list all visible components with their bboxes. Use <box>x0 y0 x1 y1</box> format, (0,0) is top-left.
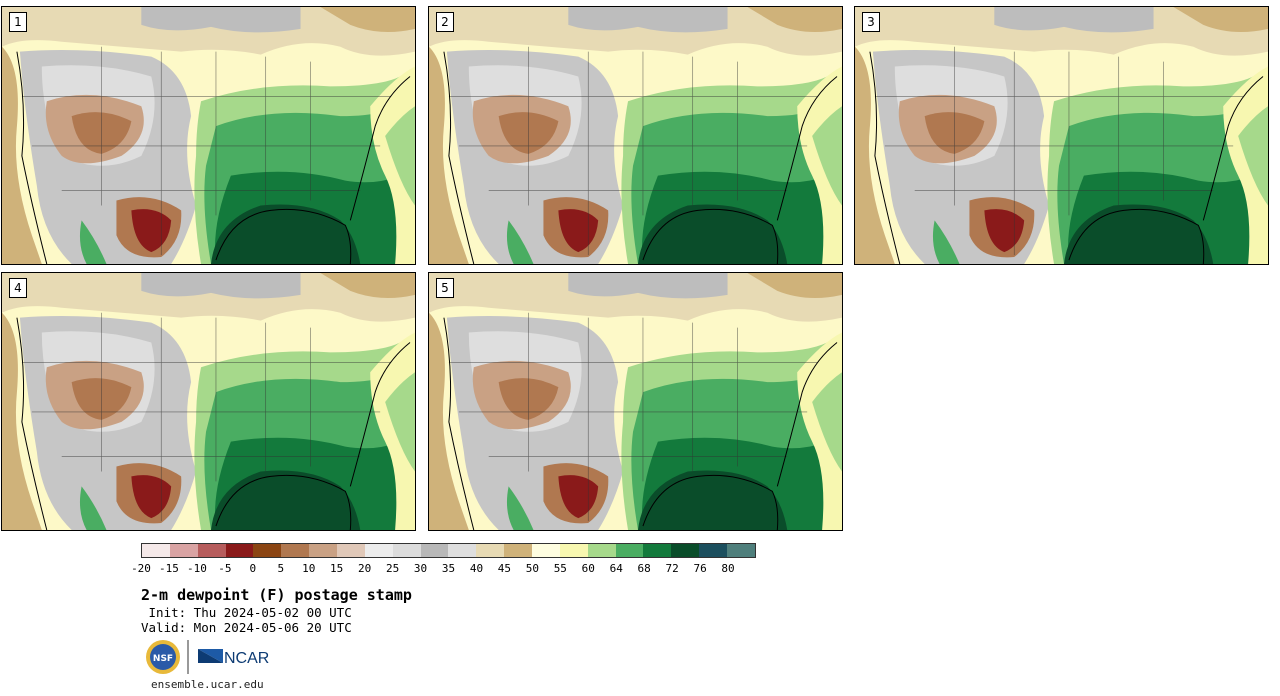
ncar-logo-icon: NCAR <box>198 649 269 667</box>
page-title: 2-m dewpoint (F) postage stamp <box>141 586 412 604</box>
colorbar-tick-label: 55 <box>553 562 567 575</box>
init-time: Init: Thu 2024-05-02 00 UTC <box>141 605 352 620</box>
svg-text:NSF: NSF <box>153 654 173 664</box>
colorbar-swatch <box>671 544 700 557</box>
colorbar-tick-label: 10 <box>302 562 316 575</box>
dewpoint-map <box>2 7 415 264</box>
panel-number: 1 <box>9 12 27 32</box>
colorbar-tick-label: 50 <box>525 562 539 575</box>
postage-stamp-panel-3: 3 <box>854 6 1269 265</box>
colorbar-swatch <box>309 544 338 557</box>
colorbar-tick-label: 72 <box>665 562 679 575</box>
colorbar-tick-label: -5 <box>218 562 232 575</box>
nsf-logo-icon: NSF <box>146 640 180 674</box>
colorbar-swatch <box>364 544 393 557</box>
colorbar-swatch <box>615 544 644 557</box>
colorbar-tick-label: 35 <box>441 562 456 575</box>
colorbar-tick-label: 15 <box>330 562 344 575</box>
colorbar-swatch <box>142 544 170 557</box>
colorbar-tick-label: 0 <box>249 562 257 575</box>
colorbar-swatch <box>587 544 616 557</box>
colorbar-swatch <box>420 544 449 557</box>
dewpoint-map <box>429 7 842 264</box>
colorbar-swatch <box>253 544 282 557</box>
colorbar-tick-label: -10 <box>186 562 207 575</box>
colorbar-tick-label: 76 <box>693 562 707 575</box>
colorbar-tick-label: 25 <box>385 562 400 575</box>
colorbar-tick-label: 45 <box>497 562 512 575</box>
colorbar-tick-label: 40 <box>469 562 484 575</box>
colorbar-swatch <box>532 544 560 557</box>
colorbar-swatch <box>504 544 533 557</box>
colorbar-swatch <box>448 544 477 557</box>
svg-text:NCAR: NCAR <box>224 650 269 667</box>
valid-time: Valid: Mon 2024-05-06 20 UTC <box>141 620 352 635</box>
logos: NSF NCAR <box>146 640 269 674</box>
panel-number: 3 <box>862 12 880 32</box>
colorbar-swatch <box>169 544 198 557</box>
colorbar-tick-label: 60 <box>581 562 595 575</box>
panel-number: 4 <box>9 278 27 298</box>
postage-stamp-panel-5: 5 <box>428 272 843 531</box>
colorbar-swatch <box>337 544 365 557</box>
postage-stamp-panel-2: 2 <box>428 6 843 265</box>
colorbar-swatch <box>392 544 421 557</box>
colorbar-tick-label: -20 <box>131 562 151 575</box>
colorbar-ticks: -20 -15 -10 -5 0 5 10 15 20 25 30 35 40 45 50 55 60 64 68 7… <box>131 562 756 576</box>
dewpoint-map <box>2 273 415 530</box>
colorbar-swatch <box>476 544 505 557</box>
website-url: ensemble.ucar.edu <box>151 678 264 691</box>
postage-stamp-panel-4: 4 <box>1 272 416 531</box>
colorbar-tick-label: 5 <box>277 562 285 575</box>
colorbar-swatch <box>559 544 588 557</box>
colorbar-swatch <box>281 544 310 557</box>
colorbar-swatch <box>197 544 226 557</box>
colorbar-tick-label: -15 <box>159 562 179 575</box>
colorbar-tick-label: 68 <box>637 562 651 575</box>
dewpoint-map <box>855 7 1268 264</box>
colorbar-tick-label: 20 <box>358 562 372 575</box>
colorbar-swatch <box>727 544 755 557</box>
panel-number: 5 <box>436 278 454 298</box>
dewpoint-map <box>429 273 842 530</box>
colorbar-tick-label: 80 <box>721 562 735 575</box>
colorbar-tick-label: 30 <box>413 562 428 575</box>
colorbar-tick-label: 64 <box>609 562 623 575</box>
colorbar <box>141 543 756 558</box>
postage-stamp-panel-1: 1 <box>1 6 416 265</box>
colorbar-swatch <box>643 544 672 557</box>
colorbar-swatch <box>699 544 728 557</box>
colorbar-swatch <box>225 544 254 557</box>
panel-number: 2 <box>436 12 454 32</box>
